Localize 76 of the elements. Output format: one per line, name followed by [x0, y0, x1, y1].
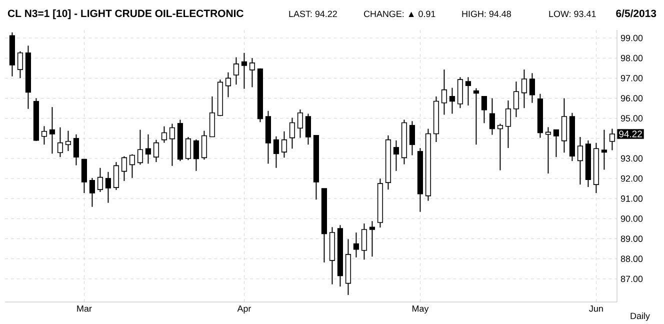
- candlestick: [361, 222, 367, 260]
- x-tick-label: Mar: [77, 305, 92, 312]
- x-tick-label: Apr: [237, 305, 252, 314]
- candlestick: [249, 58, 256, 88]
- candlestick: [185, 136, 192, 160]
- candlestick: [17, 50, 24, 79]
- candlestick: [545, 126, 551, 174]
- candlestick: [153, 139, 160, 162]
- chart-title: CL N3=1 [10] - LIGHT CRUDE OIL-ELECTRONIC: [8, 9, 244, 20]
- candlestick: [305, 113, 311, 146]
- y-tick-label: 87.00: [620, 276, 643, 282]
- candlestick: [145, 134, 152, 164]
- candlestick: [553, 129, 559, 158]
- candlestick: [521, 68, 527, 109]
- candlestick: [73, 134, 80, 166]
- candlestick: [281, 130, 288, 158]
- candlestick: [473, 88, 479, 146]
- candlestick: [193, 138, 200, 172]
- y-tick-label: 90.00: [620, 215, 643, 222]
- candlestick: [513, 81, 519, 118]
- candlestick: [489, 98, 495, 136]
- candlestick: [393, 140, 399, 172]
- candlestick: [81, 158, 88, 194]
- candlestick: [441, 68, 447, 116]
- y-tick-label: 96.00: [620, 94, 643, 102]
- candlestick: [97, 167, 104, 192]
- y-tick-label: 93.00: [620, 155, 643, 162]
- candlestick: [529, 72, 535, 104]
- candlestick: [49, 106, 56, 154]
- candlestick: [297, 108, 303, 138]
- y-tick-label: 91.00: [620, 195, 643, 202]
- candlestick: [65, 130, 72, 152]
- candlestick: [233, 56, 240, 86]
- annotation: 94.22: [619, 130, 642, 138]
- candlestick: [169, 123, 176, 166]
- candlestick: [121, 156, 128, 182]
- text: LOW: 93.41: [549, 10, 596, 18]
- candlestick: [465, 76, 471, 106]
- candlestick: [289, 117, 295, 150]
- candlestick: [505, 100, 511, 148]
- candlestick: [41, 126, 48, 146]
- candlestick: [241, 52, 248, 90]
- candlestick: [481, 96, 487, 124]
- x-tick-label: May: [412, 305, 429, 314]
- candlestick: [609, 128, 615, 151]
- candlestick: [577, 136, 583, 185]
- candlestick: [497, 123, 503, 171]
- candlestick: [89, 177, 96, 208]
- candlestick: [105, 171, 112, 204]
- text: CHANGE: ▲ 0.91: [364, 10, 436, 18]
- candlestick: [161, 126, 168, 144]
- candlestick: [113, 162, 120, 190]
- x-tick-label: Jun: [589, 305, 603, 312]
- candlestick: [449, 87, 455, 114]
- candlestick: [209, 96, 216, 138]
- candlestick: [601, 129, 607, 170]
- candlestick: [201, 130, 208, 160]
- y-tick-label: 88.00: [620, 256, 643, 262]
- text: 6/5/2013: [616, 9, 656, 18]
- text: Daily: [630, 312, 650, 321]
- candlestick: [129, 154, 136, 178]
- text: LAST: 94.22: [289, 10, 337, 18]
- candlestick: [353, 232, 359, 258]
- y-tick-label: 89.00: [620, 236, 643, 242]
- y-tick-label: 97.00: [620, 74, 643, 82]
- text: HIGH: 94.48: [462, 10, 511, 18]
- candlestick: [409, 120, 415, 156]
- candlestick: [273, 136, 280, 168]
- candlestick: [137, 129, 144, 166]
- y-tick-label: 95.00: [620, 115, 643, 122]
- y-tick-label: 98.00: [620, 54, 643, 62]
- y-tick-label: 99.00: [620, 34, 643, 42]
- candlestick: [57, 126, 64, 158]
- candlestick: [225, 72, 232, 98]
- candlestick: [369, 220, 375, 258]
- y-tick-label: 92.00: [620, 175, 643, 182]
